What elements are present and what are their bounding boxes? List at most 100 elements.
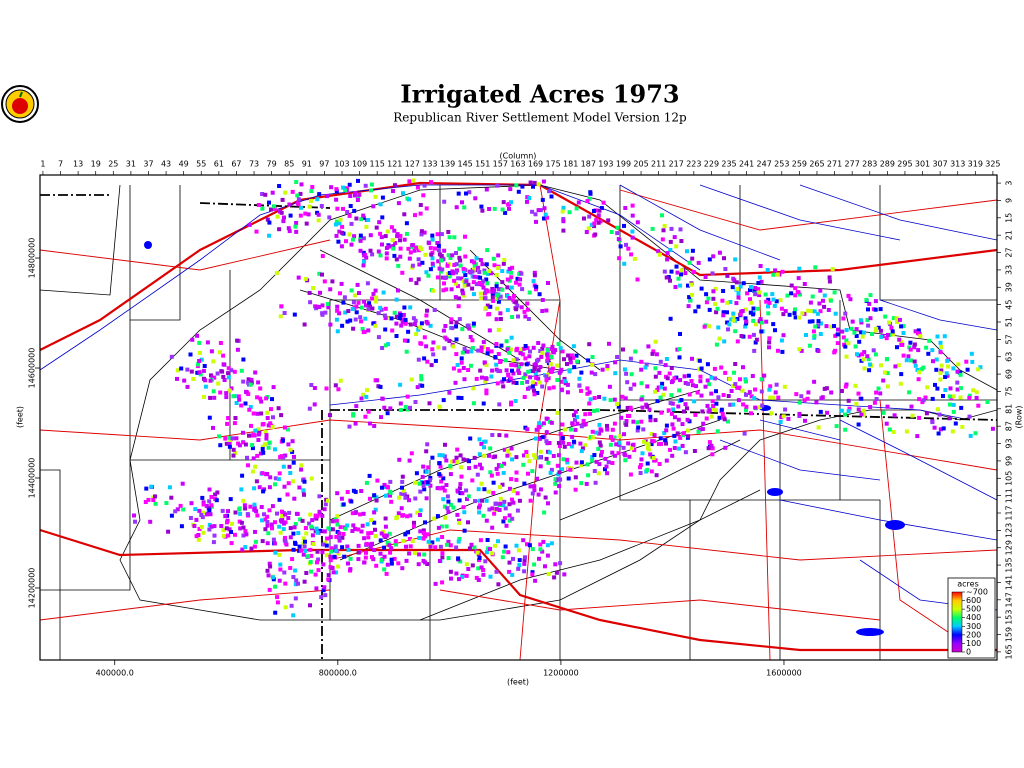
irrigated-cell	[359, 396, 364, 401]
irrigated-cell	[343, 310, 348, 315]
irrigated-cell	[431, 352, 436, 357]
irrigated-cell	[497, 433, 502, 438]
irrigated-cell	[574, 353, 579, 358]
irrigated-cell	[472, 274, 477, 279]
irrigated-cell	[868, 316, 873, 321]
irrigated-cell	[322, 507, 327, 512]
irrigated-cell	[460, 291, 465, 296]
irrigated-cell	[844, 328, 849, 332]
irrigated-cell	[516, 189, 521, 194]
irrigated-cell	[712, 366, 717, 371]
irrigated-cell	[753, 405, 758, 410]
irrigated-cell	[542, 206, 547, 211]
irrigated-cell	[368, 421, 372, 426]
irrigated-cell	[416, 327, 421, 332]
irrigated-cell	[497, 508, 502, 512]
irrigated-cell	[234, 436, 239, 441]
irrigated-cell	[345, 490, 350, 494]
irrigated-cell	[458, 559, 463, 564]
irrigated-cell	[245, 455, 249, 460]
irrigated-cell	[250, 443, 255, 448]
irrigated-cell	[668, 239, 673, 244]
irrigated-cell	[419, 229, 424, 234]
irrigated-cell	[235, 347, 240, 352]
irrigated-cell	[594, 459, 599, 464]
irrigated-cell	[886, 384, 890, 389]
irrigated-cell	[785, 293, 790, 298]
irrigated-cell	[356, 543, 361, 548]
irrigated-cell	[511, 371, 516, 376]
irrigated-cell	[912, 359, 917, 364]
irrigated-cell	[201, 502, 206, 507]
irrigated-cell	[912, 342, 917, 347]
irrigated-cell	[569, 444, 574, 449]
irrigated-cell	[211, 359, 216, 364]
irrigated-cell	[565, 382, 570, 387]
irrigated-cell	[497, 402, 502, 407]
irrigated-cell	[500, 287, 505, 292]
irrigated-cell	[669, 380, 674, 385]
irrigated-cell	[883, 314, 888, 319]
irrigated-cell	[758, 405, 763, 410]
irrigated-cell	[943, 375, 948, 379]
irrigated-cell	[449, 317, 454, 322]
irrigated-cell	[412, 248, 417, 253]
irrigated-cell	[478, 296, 483, 301]
irrigated-cell	[340, 545, 345, 550]
irrigated-cell	[584, 230, 589, 234]
irrigated-cell	[686, 381, 691, 386]
irrigated-cell	[625, 380, 630, 385]
irrigated-cell	[752, 396, 757, 401]
irrigated-cell	[915, 331, 920, 336]
irrigated-cell	[330, 566, 335, 570]
irrigated-cell	[668, 401, 673, 406]
irrigated-cell	[538, 365, 543, 369]
irrigated-cell	[540, 435, 545, 440]
irrigated-cell	[628, 356, 633, 361]
irrigated-cell	[818, 288, 823, 293]
irrigated-cell	[420, 474, 425, 479]
irrigated-cell	[621, 347, 625, 352]
irrigated-cell	[797, 400, 802, 405]
irrigated-cell	[541, 179, 546, 184]
irrigated-cell	[624, 371, 629, 376]
irrigated-cell	[459, 360, 464, 365]
irrigated-cell	[361, 213, 366, 218]
irrigated-cell	[714, 342, 719, 347]
irrigated-cell	[334, 219, 339, 224]
irrigated-cell	[214, 498, 219, 503]
irrigated-cell	[471, 280, 476, 285]
irrigated-cell	[420, 383, 425, 388]
irrigated-cell	[188, 352, 193, 357]
irrigated-cell	[621, 445, 626, 450]
irrigated-cell	[408, 513, 413, 518]
irrigated-cell	[357, 291, 361, 295]
irrigated-cell	[416, 277, 421, 282]
irrigated-cell	[442, 504, 447, 509]
irrigated-cell	[242, 503, 247, 508]
irrigated-cell	[351, 300, 356, 305]
irrigated-cell	[351, 413, 356, 418]
irrigated-cell	[444, 458, 449, 463]
irrigated-cell	[633, 349, 638, 354]
irrigated-cell	[330, 519, 335, 524]
irrigated-cell	[649, 442, 654, 447]
irrigated-cell	[389, 546, 394, 551]
irrigated-cell	[478, 503, 482, 508]
irrigated-cell	[561, 228, 566, 233]
irrigated-cell	[276, 406, 281, 411]
irrigated-cell	[325, 302, 330, 306]
irrigated-cell	[458, 482, 463, 487]
irrigated-cell	[474, 282, 479, 287]
irrigated-cell	[479, 466, 484, 471]
irrigated-cell	[527, 459, 532, 464]
irrigated-cell	[539, 354, 544, 359]
irrigated-cell	[461, 457, 466, 462]
irrigated-cell	[686, 373, 691, 378]
column-tick-label: 199	[616, 160, 631, 169]
irrigated-cell	[348, 204, 353, 208]
irrigated-cell	[510, 363, 515, 368]
irrigated-cell	[895, 320, 899, 324]
irrigated-cell	[370, 252, 375, 257]
irrigated-cell	[472, 545, 477, 550]
